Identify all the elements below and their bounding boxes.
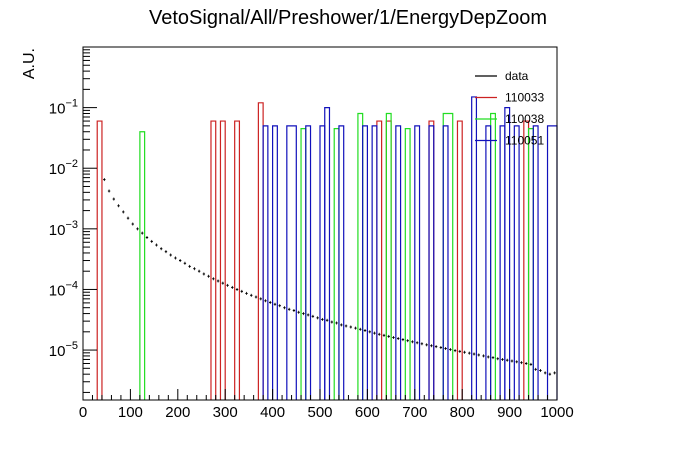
x-tick-label: 800 <box>450 404 475 421</box>
bar-110051 <box>262 125 269 400</box>
y-tick-label: 10−5 <box>49 340 78 360</box>
bar-110033 <box>219 120 226 400</box>
y-tick-label: 10−2 <box>49 158 78 178</box>
y-tick-label: 10−1 <box>49 98 78 118</box>
bar-110051 <box>395 125 402 400</box>
bar-110038 <box>385 112 392 400</box>
x-tick-label: 100 <box>118 404 143 421</box>
axes: 0 100 200 300 400 500 600 700 800 900 1000 10−5 10−4… <box>49 46 574 421</box>
bar-110033 <box>210 120 217 400</box>
bar-110051 <box>324 107 331 400</box>
plot-area <box>96 96 558 400</box>
bar-110051 <box>414 125 421 400</box>
bar-110051 <box>272 125 278 400</box>
x-tick-label: 700 <box>402 404 427 421</box>
bar-110051 <box>471 96 478 400</box>
bar-110051 <box>371 125 378 400</box>
legend-label: 110038 <box>505 112 544 126</box>
bar-110051 <box>532 125 539 400</box>
legend-label: 110033 <box>505 91 544 105</box>
bar-110051 <box>305 125 312 400</box>
bar-110051 <box>338 125 345 400</box>
bar-110051 <box>513 125 520 400</box>
chart-title: VetoSignal/All/Preshower/1/EnergyDepZoom <box>149 7 547 29</box>
x-tick-label: 1000 <box>540 404 573 421</box>
bar-110051 <box>442 125 449 400</box>
y-tick-label: 10−3 <box>49 219 78 239</box>
bar-110033 <box>96 120 103 400</box>
bar-110051 <box>362 125 368 400</box>
x-tick-label: 300 <box>213 404 238 421</box>
bar-110038 <box>404 128 411 400</box>
x-tick-label: 200 <box>165 404 190 421</box>
bar-110038 <box>139 131 146 400</box>
x-tick-label: 0 <box>79 404 87 421</box>
bar-110051 <box>504 107 511 400</box>
x-tick-label: 900 <box>497 404 522 421</box>
x-tick-label: 400 <box>260 404 285 421</box>
x-tick-label: 600 <box>355 404 380 421</box>
bar-110033 <box>456 120 463 400</box>
bar-110051 <box>286 125 297 400</box>
bar-110033 <box>234 120 241 400</box>
legend-label: 110051 <box>505 134 544 148</box>
legend-label: data <box>505 69 529 83</box>
y-tick-label: 10−4 <box>49 279 78 299</box>
y-axis-label: A.U. <box>21 48 38 79</box>
bar-110051 <box>485 125 492 400</box>
x-tick-label: 500 <box>307 404 332 421</box>
bar-110051 <box>428 125 435 400</box>
legend: data 110033 110038 110051 <box>475 69 544 148</box>
